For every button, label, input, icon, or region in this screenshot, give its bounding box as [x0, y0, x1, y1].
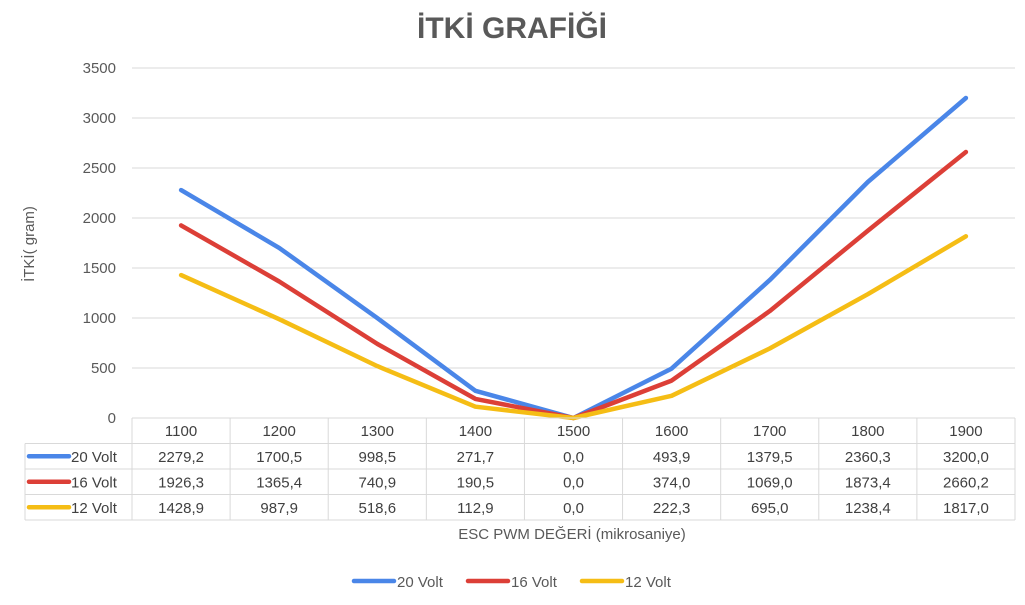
y-tick-label: 1500	[83, 260, 116, 277]
data-label: 695,0	[751, 500, 789, 517]
data-label: 0,0	[563, 449, 584, 466]
data-label: 112,9	[457, 500, 493, 517]
x-tick-label: 1100	[165, 423, 197, 440]
data-label: 3200,0	[943, 449, 989, 466]
data-label: 2360,3	[845, 449, 891, 466]
x-tick-label: 1300	[361, 423, 394, 440]
x-tick-label: 1200	[262, 423, 295, 440]
y-tick-label: 0	[108, 410, 116, 427]
data-label: 2279,2	[158, 449, 204, 466]
y-axis-ticks: 0 500 1000 1500 2000 2500 3000 3500	[83, 60, 116, 427]
data-label: 1238,4	[845, 500, 891, 517]
x-tick-label: 1600	[655, 423, 688, 440]
y-axis-label: İTKİ( gram)	[20, 206, 38, 282]
data-label: 1873,4	[845, 474, 891, 491]
data-label: 0,0	[563, 474, 584, 491]
table-series-name: 20 Volt	[71, 449, 118, 466]
x-tick-label: 1400	[459, 423, 492, 440]
y-tick-label: 2500	[83, 160, 116, 177]
y-tick-label: 3000	[83, 110, 116, 127]
legend-item-label: 20 Volt	[397, 574, 444, 591]
y-tick-label: 500	[91, 360, 116, 377]
data-label: 1365,4	[256, 474, 302, 491]
chart-title: İTKİ GRAFİĞİ	[417, 11, 607, 45]
data-label: 1069,0	[747, 474, 793, 491]
data-label: 1926,3	[158, 474, 204, 491]
data-label: 998,5	[359, 449, 397, 466]
data-label: 374,0	[653, 474, 691, 491]
data-label: 0,0	[563, 500, 584, 517]
gridlines	[132, 67, 1015, 419]
table-series-name: 12 Volt	[71, 500, 118, 517]
data-label: 987,9	[260, 500, 298, 517]
data-label: 190,5	[457, 474, 495, 491]
x-tick-label: 1800	[851, 423, 884, 440]
series-line-2	[178, 149, 969, 421]
y-tick-label: 2000	[83, 210, 116, 227]
data-table: 1100 1200 1300 1400 1500 1600 1700 1800 1900 20 V…	[24, 417, 1016, 521]
x-tick-label: 1900	[949, 423, 982, 440]
series-line-1	[178, 95, 969, 421]
data-label: 1817,0	[943, 500, 989, 517]
data-label: 740,9	[359, 474, 397, 491]
data-label: 1379,5	[747, 449, 793, 466]
data-label: 518,6	[359, 500, 397, 517]
y-tick-label: 3500	[83, 60, 116, 77]
legend: 20 Volt 16 Volt 12 Volt	[351, 574, 672, 591]
legend-item-label: 12 Volt	[625, 574, 672, 591]
data-label: 222,3	[653, 500, 691, 517]
y-tick-label: 1000	[83, 310, 116, 327]
table-series-name: 16 Volt	[71, 474, 118, 491]
data-label: 1428,9	[158, 500, 204, 517]
data-label: 1700,5	[256, 449, 302, 466]
data-label: 493,9	[653, 449, 691, 466]
data-label: 2660,2	[943, 474, 989, 491]
x-axis-label: ESC PWM DEĞERİ (mikrosaniye)	[458, 525, 686, 543]
x-tick-label: 1700	[753, 423, 786, 440]
x-tick-label: 1500	[557, 423, 590, 440]
data-label: 271,7	[457, 449, 495, 466]
series-lines	[178, 95, 969, 421]
legend-item-label: 16 Volt	[511, 574, 558, 591]
